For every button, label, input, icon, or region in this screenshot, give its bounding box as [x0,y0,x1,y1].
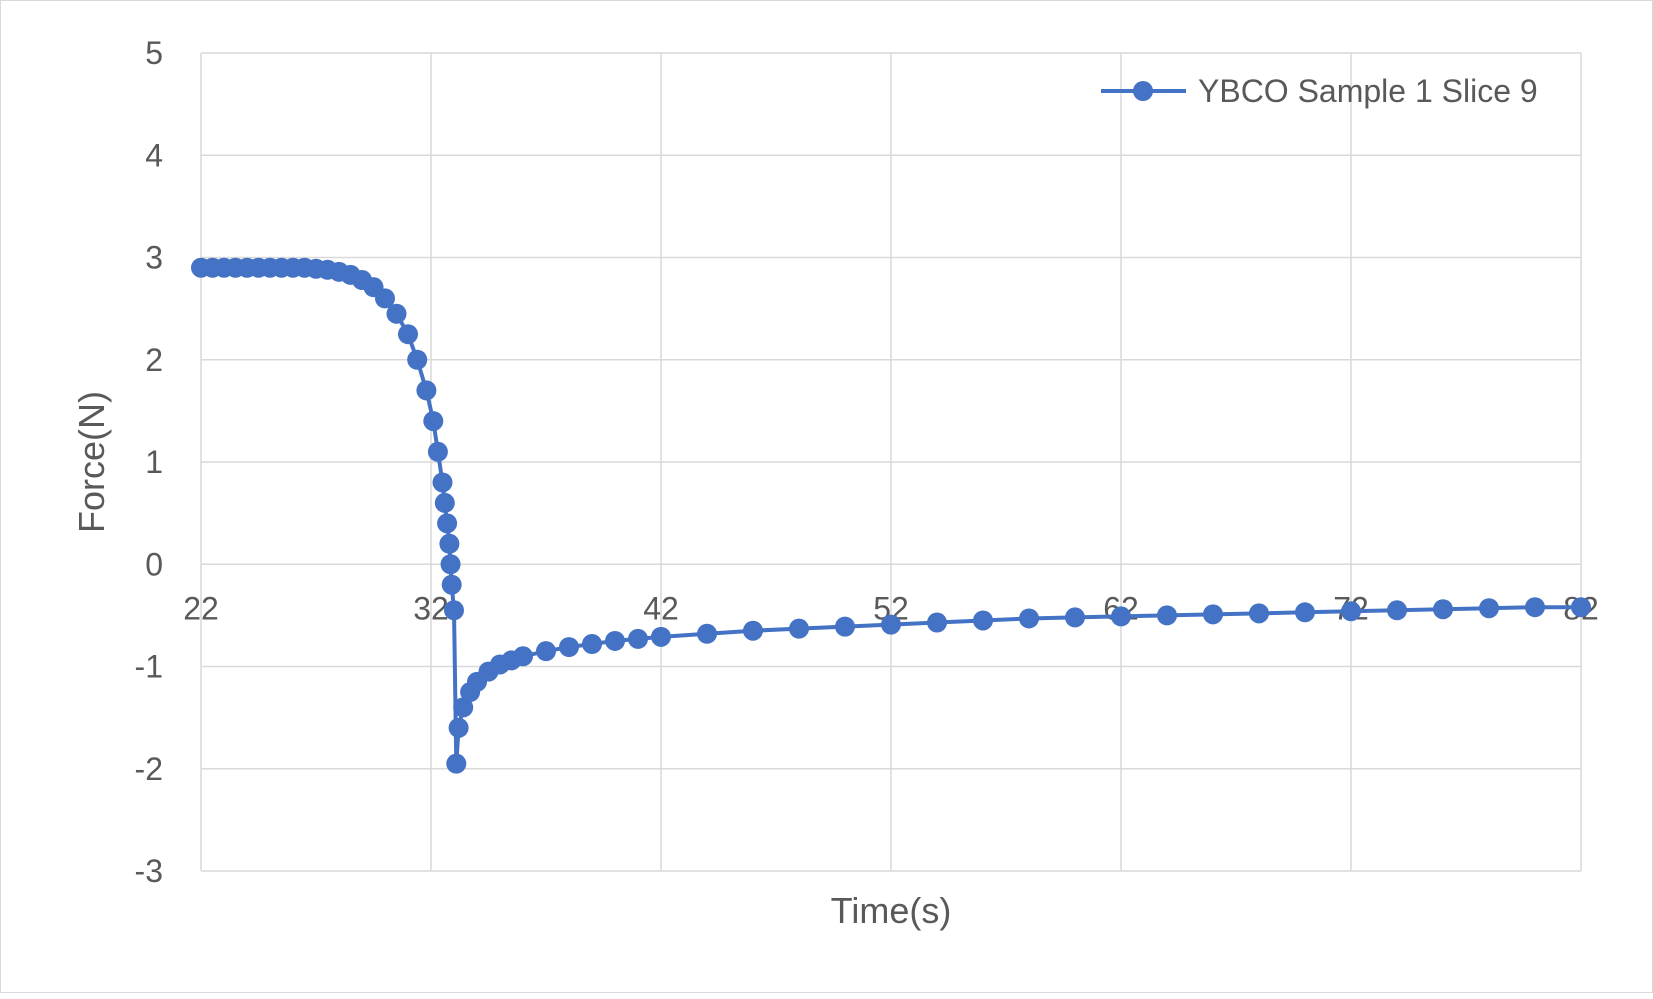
data-point [1479,598,1499,619]
data-point [1157,605,1177,626]
data-point [881,614,901,635]
data-point [407,349,428,370]
data-point [446,753,467,774]
legend: YBCO Sample 1 Slice 9 [1101,73,1538,109]
data-point [651,626,671,647]
data-point [789,618,809,639]
data-point [453,697,474,718]
data-point [1341,601,1361,622]
data-point [416,380,437,401]
data-point [437,513,458,534]
data-point [1203,604,1223,625]
data-point [1433,599,1453,620]
data-point [835,616,855,637]
data-point [513,646,533,667]
data-point [1571,597,1591,618]
y-tick-label: -1 [135,649,163,685]
data-point [375,288,395,309]
data-point [1249,603,1269,624]
y-tick-label: 4 [145,137,163,173]
data-point [628,628,648,649]
data-point [559,637,579,658]
legend-entry-label: YBCO Sample 1 Slice 9 [1198,73,1538,109]
data-point [1019,608,1039,629]
data-point [743,620,763,641]
data-point [441,574,462,595]
data-point [1111,606,1131,627]
data-point [1525,597,1545,618]
y-tick-label: 5 [145,35,163,71]
data-point [434,492,455,513]
data-point [536,641,556,662]
data-point [605,630,625,651]
y-tick-label: 0 [145,546,163,582]
data-point [927,612,947,633]
data-point [697,623,717,644]
grid-layer [200,52,1582,872]
data-point [386,303,407,324]
x-tick-label: 32 [413,590,449,626]
data-point [1387,600,1407,621]
data-point [1065,607,1085,628]
data-point [439,533,460,554]
y-tick-label: -2 [135,751,163,787]
data-point [427,441,448,462]
y-axis-title: Force(N) [71,391,112,533]
x-axis-title: Time(s) [831,890,952,931]
data-point [440,554,461,575]
data-point [582,634,602,655]
series-layer [191,257,1591,774]
data-point [398,324,418,345]
data-point [448,717,469,738]
y-tick-label: 2 [145,342,163,378]
data-point [423,411,444,432]
y-tick-label: -3 [135,853,163,889]
x-tick-label: 42 [643,590,679,626]
data-point [1295,602,1315,623]
legend-marker-swatch [1133,81,1153,101]
data-point [973,610,993,631]
y-tick-label: 3 [145,240,163,276]
data-point [432,472,453,493]
y-tick-label: 1 [145,444,163,480]
x-tick-label: 22 [183,590,219,626]
data-point [444,600,464,621]
